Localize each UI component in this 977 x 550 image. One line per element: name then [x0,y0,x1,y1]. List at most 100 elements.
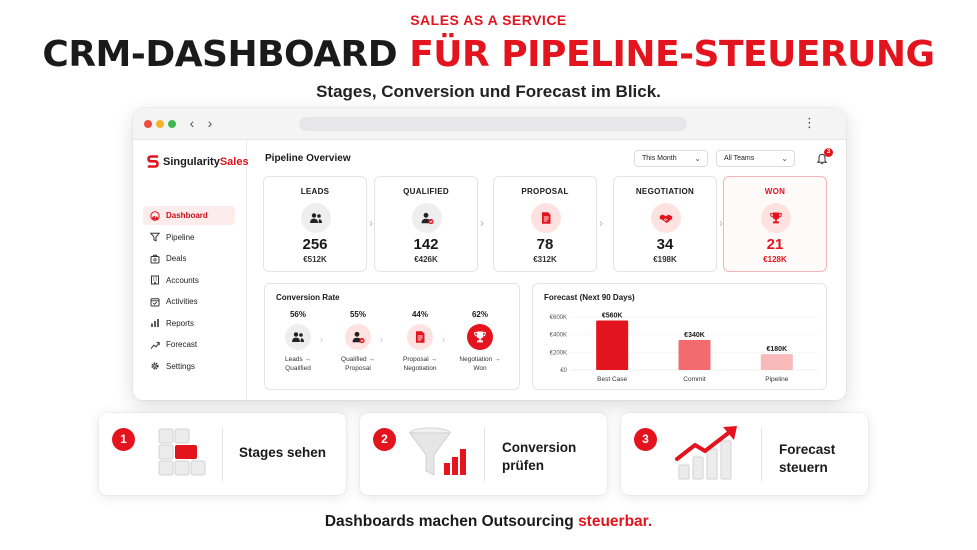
notifications-button[interactable]: 3 [816,148,833,165]
trend-arrow-icon [150,341,160,349]
conversion-arrow-icon: › [442,334,445,344]
address-bar[interactable] [299,117,687,131]
feature-card-2: 2 Conversion prüfen [360,413,607,495]
conversion-step: 55% Qualified → Proposal [328,310,388,373]
users-icon [310,213,322,223]
sidebar-item-forecast[interactable]: Forecast [143,335,235,354]
x-category-label: Commit [683,376,706,383]
stage-card-qualified[interactable]: QUALIFIED 142 €426K [374,176,478,272]
stage-card-won[interactable]: WON 21 €128K [723,176,827,272]
chevron-down-icon: ⌄ [694,154,701,163]
browser-toolbar: ‹ › ⋮ [133,108,846,140]
bar-value-label: €180K [767,346,788,353]
sidebar-item-label: Reports [166,318,195,328]
headline-part2: FÜR PIPELINE-STEUERUNG [409,34,935,75]
conversion-step: 56% Leads → Qualified [268,310,328,373]
more-menu-icon[interactable]: ⋮ [803,115,816,130]
sidebar-item-reports[interactable]: Reports [143,314,235,333]
maximize-window-dot[interactable] [168,120,176,128]
stage-card-negotiation[interactable]: NEGOTIATION 34 €198K [613,176,717,272]
forecast-bar [596,320,629,370]
sidebar-item-label: Settings [166,361,195,371]
stacked-cubes-icon [158,428,206,476]
feature-number-badge: 1 [112,428,135,451]
users-icon [292,332,304,342]
page-title: Pipeline Overview [265,153,351,164]
stage-arrow-icon: › [719,216,723,230]
eyebrow: SALES AS A SERVICE [410,12,567,28]
back-arrow-icon[interactable]: ‹ [189,115,195,131]
stage-count: 256 [302,236,328,253]
y-tick-label: €400K [550,333,567,339]
filter-funnel-icon [150,232,160,242]
handshake-icon [659,214,673,223]
conversion-label: Proposal → Negotiation [403,356,437,372]
feature-text: Stages sehen [239,445,327,460]
feature-illustration [673,423,749,490]
sidebar-item-label: Forecast [166,340,198,349]
conversion-icon-badge [407,324,433,350]
stage-label: WON [764,187,786,196]
conversion-icon-badge [285,324,311,350]
sidebar: SingularitySales Dashboard Pipeline Deals A… [133,140,249,400]
conversion-percent: 55% [349,310,366,319]
conversion-arrow-icon: › [380,334,383,344]
browser-window: ‹ › ⋮ SingularitySales Dashboard Pipeline… [133,108,846,400]
forecast-title: Forecast (Next 90 Days) [544,293,635,302]
stage-card-leads[interactable]: LEADS 256 €512K [263,176,367,272]
feature-card-1: 1 Stages sehen [99,413,346,495]
sidebar-item-label: Accounts [166,275,199,285]
stage-count: 34 [656,236,674,253]
stage-value: €312K [533,255,557,264]
dashboard-gauge-icon [150,210,160,221]
sidebar-item-pipeline[interactable]: Pipeline [143,228,235,247]
conversion-percent: 44% [411,310,428,319]
feature-text: Conversion prüfen [502,440,577,473]
stage-arrow-icon: › [369,216,373,230]
sidebar-item-activities[interactable]: Activities [143,292,235,311]
sidebar-item-deals[interactable]: Deals [143,249,235,268]
team-dropdown[interactable]: All Teams ⌄ [716,150,795,167]
sidebar-item-label: Dashboard [166,211,208,220]
sidebar-item-accounts[interactable]: Accounts [143,271,235,290]
stage-icon-badge [531,203,561,233]
feature-text: Forecast steuern [779,442,836,475]
trophy-icon [770,212,782,224]
y-tick-label: €0 [560,368,567,374]
stage-label: LEADS [300,187,330,196]
period-dropdown[interactable]: This Month ⌄ [634,150,708,167]
logo-text-2: Sales [219,155,249,168]
conversion-arrow-icon: › [320,334,323,344]
forecast-panel: Forecast (Next 90 Days) €0 €200K €400K €600… [532,283,827,390]
logo-text-1: Singularity [163,155,220,168]
stage-value: €128K [763,255,787,264]
conversion-icon-badge [467,324,493,350]
sidebar-item-settings[interactable]: Settings [143,357,235,376]
headline-part1: CRM-DASHBOARD [42,34,398,75]
x-category-label: Best Case [597,376,627,383]
conversion-label: Negotiation → Won [459,356,501,372]
feature-illustration [408,425,474,488]
stage-card-proposal[interactable]: PROPOSAL 78 €312K [493,176,597,272]
building-icon [151,275,159,285]
sidebar-item-label: Pipeline [166,232,195,242]
app-logo[interactable]: SingularitySales [147,154,249,169]
stage-count: 21 [766,236,784,253]
feature-illustration [157,427,207,490]
feature-divider [222,427,223,481]
bar-value-label: €560K [602,313,623,320]
minimize-window-dot[interactable] [156,120,164,128]
gear-icon [151,362,159,370]
forward-arrow-icon[interactable]: › [207,115,213,131]
user-check-icon [421,212,434,225]
bar-value-label: €340K [684,332,705,339]
trophy-icon [474,331,486,343]
close-window-dot[interactable] [144,120,152,128]
stage-icon-badge [761,203,791,233]
sidebar-item-dashboard[interactable]: Dashboard [143,206,235,225]
chevron-down-icon: ⌄ [781,154,788,163]
forecast-bar [678,339,711,370]
document-icon [416,331,425,343]
notification-count-badge: 3 [824,148,833,157]
sidebar-item-label: Deals [166,254,187,263]
